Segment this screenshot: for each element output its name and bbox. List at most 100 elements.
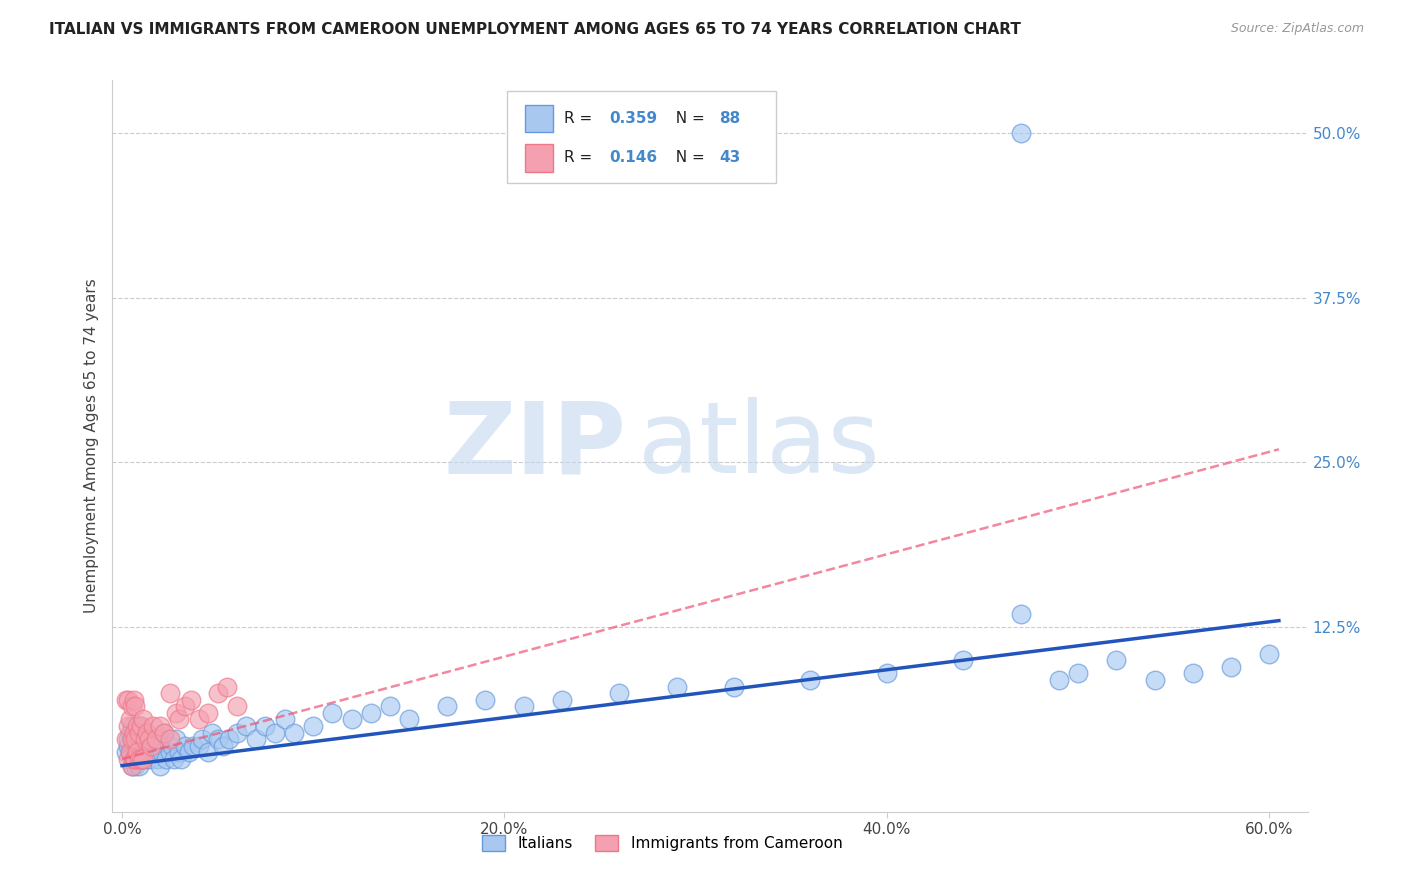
Point [148,752,170,766]
Point [117,739,139,753]
Text: R =: R = [564,111,598,126]
Point [163,752,186,766]
Point [474,692,496,706]
Text: atlas: atlas [638,398,880,494]
Point [607,686,630,700]
Point [118,746,141,760]
Text: 43: 43 [720,151,741,166]
Point [153,725,176,739]
Point [122,725,145,739]
Point [952,653,974,667]
Point [149,758,172,772]
Point [1105,653,1128,667]
Point [378,699,401,714]
Point [138,746,160,760]
Point [127,752,149,766]
Point [197,746,219,760]
Point [170,752,193,766]
Point [129,739,152,753]
Bar [524,145,554,172]
Point [191,732,214,747]
Point [127,719,149,733]
Point [145,732,167,747]
Point [132,713,155,727]
Point [128,752,150,766]
Point [169,713,191,727]
Point [124,746,146,760]
Point [122,752,145,766]
FancyBboxPatch shape [508,91,776,183]
Point [132,752,155,766]
Point [121,746,143,760]
Point [139,752,162,766]
Point [197,706,219,720]
Point [122,752,145,766]
Point [153,725,176,739]
Point [117,719,139,733]
Y-axis label: Unemployment Among Ages 65 to 74 years: Unemployment Among Ages 65 to 74 years [83,278,98,614]
Point [122,732,145,747]
Point [122,692,145,706]
Point [181,739,204,753]
Point [135,732,157,747]
Point [273,713,295,727]
Point [1181,666,1204,681]
Point [129,719,152,733]
Point [169,746,191,760]
Text: 0.359: 0.359 [610,111,658,126]
Text: 88: 88 [720,111,741,126]
Point [127,746,149,760]
Point [321,706,343,720]
Point [117,692,139,706]
Point [124,725,146,739]
Point [360,706,382,720]
Point [799,673,821,687]
Text: N =: N = [666,151,710,166]
Text: Source: ZipAtlas.com: Source: ZipAtlas.com [1230,22,1364,36]
Point [142,746,165,760]
Point [117,752,139,766]
Point [121,719,143,733]
Point [159,746,181,760]
Point [217,680,239,694]
Point [264,725,287,739]
Point [398,713,420,727]
Point [1067,666,1090,681]
Point [159,732,181,747]
Point [187,713,209,727]
Point [142,719,165,733]
Point [127,739,149,753]
Text: ZIP: ZIP [443,398,627,494]
Point [174,699,197,714]
Point [155,752,177,766]
Point [143,739,166,753]
Point [1220,659,1243,673]
Point [134,732,156,747]
Point [160,739,183,753]
Point [150,746,173,760]
Point [124,752,146,766]
Point [212,739,235,753]
Bar [524,104,554,132]
Point [117,732,139,747]
Point [127,719,149,733]
Point [121,758,143,772]
Point [115,692,138,706]
Text: N =: N = [666,111,710,126]
Point [1047,673,1070,687]
Point [187,739,209,753]
Point [1010,607,1032,621]
Point [665,680,688,694]
Point [1258,647,1281,661]
Point [165,706,187,720]
Point [180,692,202,706]
Point [132,752,155,766]
Point [121,732,143,747]
Point [115,746,138,760]
Point [132,732,155,747]
Point [128,725,150,739]
Point [135,752,157,766]
Point [118,713,141,727]
Text: ITALIAN VS IMMIGRANTS FROM CAMEROON UNEMPLOYMENT AMONG AGES 65 TO 74 YEARS CORRE: ITALIAN VS IMMIGRANTS FROM CAMEROON UNEM… [49,22,1021,37]
Point [121,699,143,714]
